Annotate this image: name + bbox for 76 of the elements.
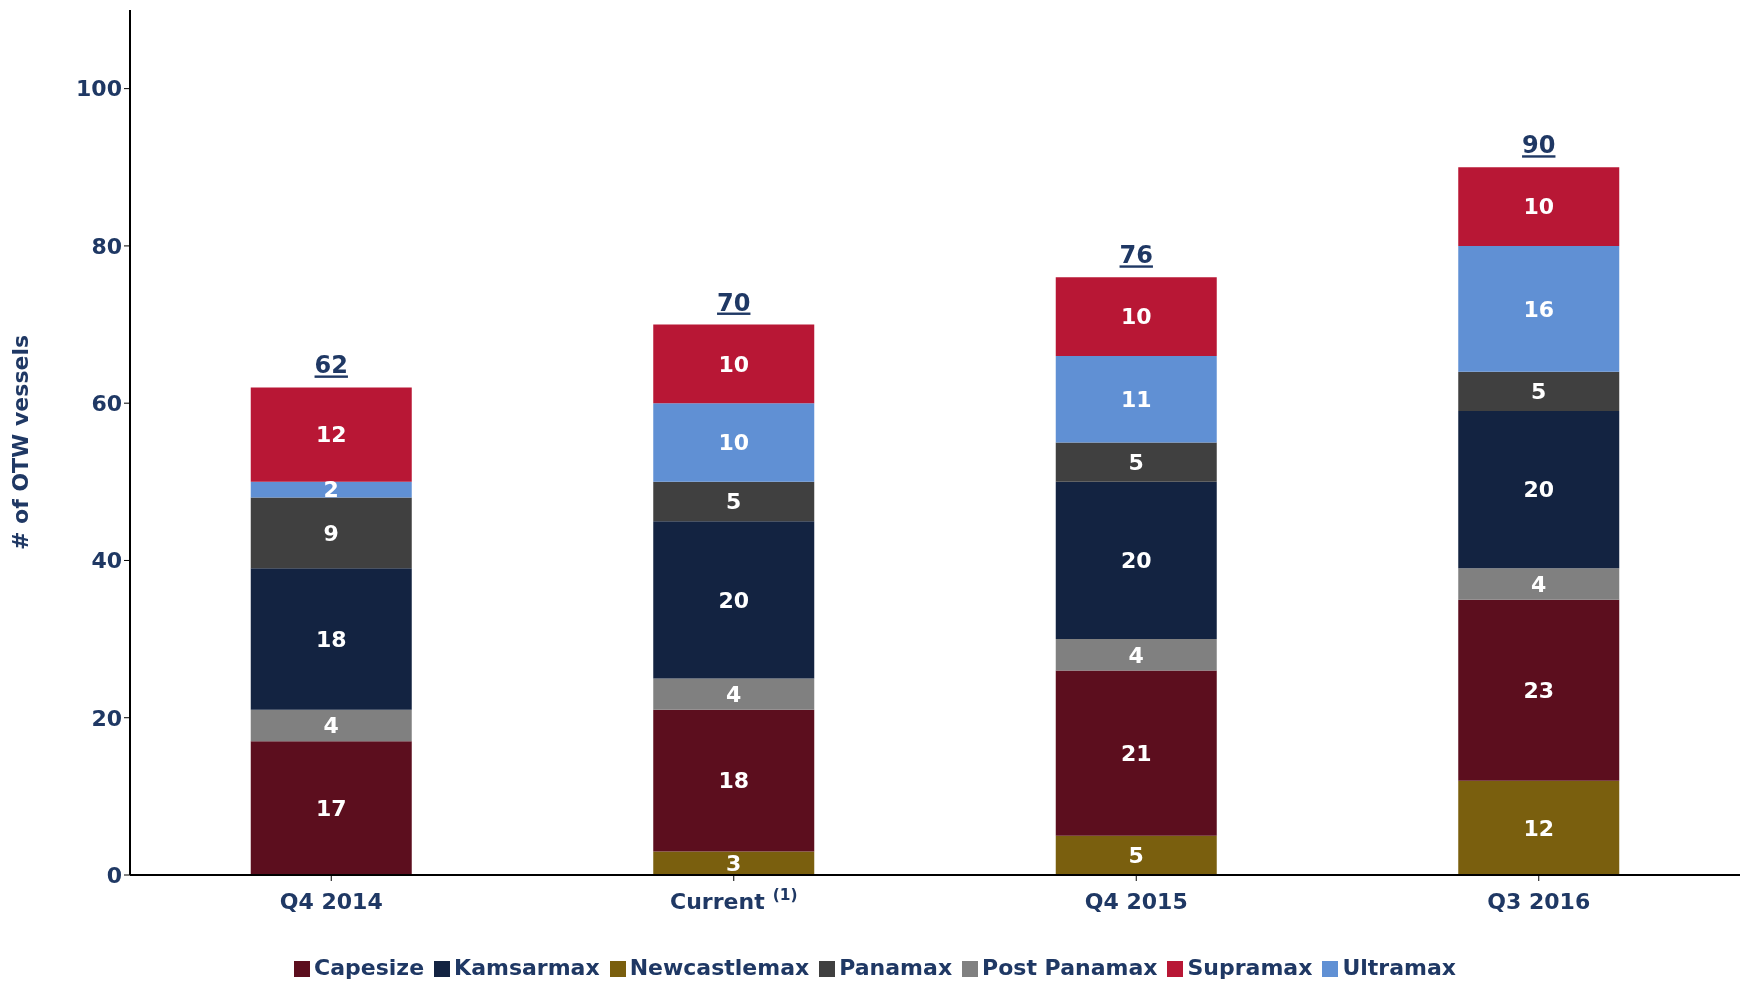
legend-label: Panamax: [839, 955, 953, 980]
legend-label: Supramax: [1187, 955, 1313, 980]
y-axis-title: # of OTW vessels: [7, 334, 33, 551]
data-label: 18: [315, 626, 347, 652]
bar: [250, 387, 412, 482]
bar: [653, 403, 815, 482]
legend-label: Ultramax: [1342, 955, 1456, 980]
data-label: 16: [1523, 296, 1555, 322]
bar: [250, 568, 412, 710]
data-label: 17: [315, 795, 347, 821]
total-label: 62: [314, 351, 348, 380]
bar: [1458, 780, 1620, 875]
y-tick-label: 20: [91, 705, 122, 731]
bar: [1458, 568, 1620, 600]
data-label: 4: [323, 713, 339, 739]
y-tick-label: 0: [106, 862, 122, 888]
bar: [1458, 245, 1620, 372]
total-label: 90: [1522, 131, 1556, 160]
bar: [1458, 411, 1620, 569]
data-label: 10: [718, 351, 750, 377]
x-tick-label: Q3 2016: [1487, 889, 1591, 914]
legend-label: Capesize: [314, 955, 425, 980]
data-label: 11: [1120, 387, 1152, 413]
data-label: 20: [1120, 548, 1152, 574]
bar: [250, 741, 412, 875]
bar: [1055, 481, 1217, 640]
y-tick-label: 80: [91, 233, 122, 259]
data-label: 12: [315, 422, 347, 448]
data-label: 10: [1523, 194, 1555, 220]
data-label: 9: [323, 520, 339, 546]
data-label: 5: [726, 489, 742, 515]
data-label: 5: [1128, 449, 1144, 475]
bar: [1055, 356, 1217, 443]
bar: [653, 709, 815, 852]
data-label: 5: [1128, 843, 1144, 869]
bar: [1055, 442, 1217, 482]
data-label: 10: [1120, 304, 1152, 330]
y-tick-label: 100: [76, 76, 122, 102]
data-label: 20: [1523, 477, 1555, 503]
bar: [1458, 599, 1620, 781]
bar: [1055, 277, 1217, 356]
total-label: 76: [1119, 241, 1153, 270]
data-label: 10: [718, 430, 750, 456]
bar: [653, 851, 815, 875]
total-label: 70: [717, 288, 751, 317]
data-label: 4: [726, 681, 742, 707]
data-label: 4: [1128, 642, 1144, 668]
bar: [653, 481, 815, 522]
bar: [653, 678, 815, 710]
bar: [653, 521, 815, 679]
bar: [1458, 167, 1620, 246]
legend-label: Newcastlemax: [629, 955, 810, 980]
data-label: 12: [1523, 815, 1555, 841]
data-label: 5: [1531, 379, 1547, 405]
data-label: 4: [1531, 571, 1547, 597]
x-tick-label: Current$^{(1)}$: [670, 886, 798, 914]
bar: [250, 497, 412, 569]
data-label: 2: [323, 477, 339, 503]
y-tick-label: 60: [91, 390, 122, 416]
data-label: 21: [1120, 740, 1152, 766]
data-label: 20: [718, 587, 750, 613]
x-tick-label: Q4 2015: [1084, 889, 1188, 914]
legend-label: Post Panamax: [982, 955, 1158, 980]
data-label: 18: [718, 768, 750, 794]
data-label: 3: [726, 851, 742, 877]
y-tick-label: 40: [91, 548, 122, 574]
bar: [1458, 371, 1620, 412]
bar: [1055, 835, 1217, 875]
bar: [1055, 639, 1217, 671]
data-label: 23: [1523, 678, 1555, 704]
legend-label: Kamsarmax: [454, 955, 600, 980]
x-tick-label: Q4 2014: [279, 889, 383, 914]
bar: [653, 324, 815, 404]
bar: [250, 481, 412, 498]
bar: [250, 709, 412, 742]
bar: [1055, 670, 1217, 836]
